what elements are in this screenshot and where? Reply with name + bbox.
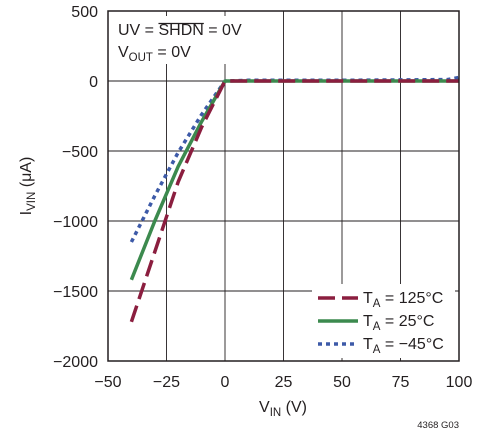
- x-tick-label: 50: [333, 374, 351, 391]
- y-tick-label: 500: [71, 4, 98, 21]
- y-tick-label: −500: [62, 144, 98, 161]
- y-tick-label: −1500: [53, 284, 98, 301]
- x-tick-label: 75: [392, 374, 410, 391]
- x-axis-label: VIN (V): [259, 399, 307, 419]
- condition-line-2: VOUT = 0V: [118, 44, 191, 64]
- y-axis-label: IVIN (μA): [18, 157, 38, 216]
- series-line: [129, 79, 459, 323]
- x-tick-label: 100: [446, 374, 473, 391]
- y-tick-label: −1000: [53, 214, 98, 231]
- legend-label: TA = 25°C: [363, 313, 434, 333]
- figure-id: 4368 G03: [417, 420, 459, 431]
- y-tick-label: −2000: [53, 354, 98, 371]
- plot-frame: [107, 10, 460, 362]
- x-tick-label: 25: [275, 374, 293, 391]
- legend-label: TA = −45°C: [363, 336, 444, 356]
- legend: TA = 125°C TA = 25°C TA = −45°C: [318, 290, 444, 356]
- x-tick-labels: −50 −25 0 25 50 75 100: [94, 374, 472, 391]
- y-tick-label: 0: [89, 74, 98, 91]
- x-tick-label: −25: [153, 374, 180, 391]
- grid: [108, 11, 459, 361]
- y-tick-labels: −2000 −1500 −1000 −500 0 500: [53, 4, 98, 371]
- legend-label: TA = 125°C: [363, 290, 443, 310]
- series-layer: [129, 75, 460, 323]
- x-tick-label: 0: [221, 374, 230, 391]
- x-tick-label: −50: [94, 374, 121, 391]
- condition-line-1: UV = SHDN = 0V: [118, 22, 242, 39]
